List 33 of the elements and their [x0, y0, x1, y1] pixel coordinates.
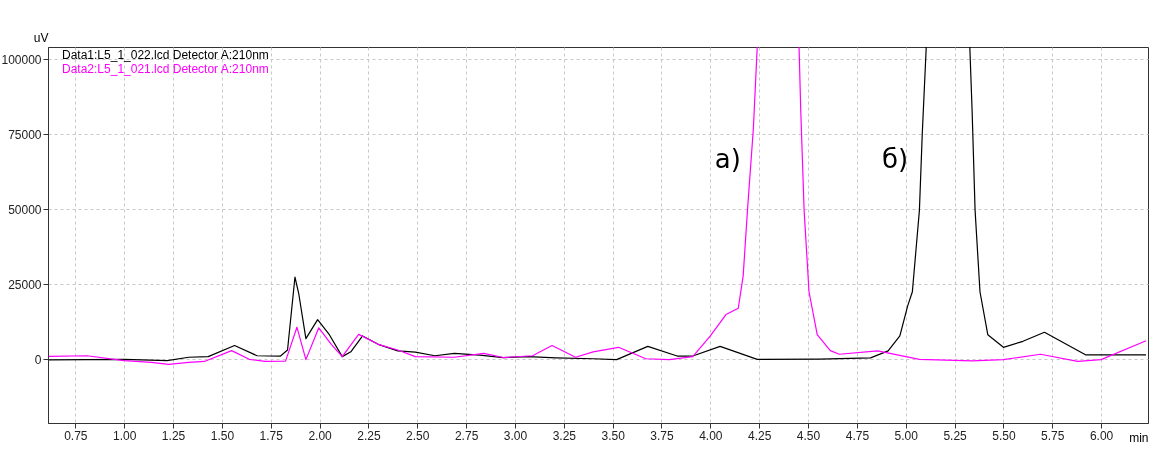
- x-tick-label: 1.00: [113, 428, 137, 443]
- y-tick-label: 25000: [8, 277, 42, 292]
- x-tick-label: 2.75: [454, 428, 479, 443]
- x-tick-label: 5.00: [894, 428, 919, 443]
- x-tick-label: 2.25: [357, 428, 381, 443]
- x-tick-label: 3.75: [650, 428, 674, 443]
- x-tick-label: 4.75: [845, 428, 870, 443]
- x-tick-label: 3.00: [503, 428, 528, 443]
- x-tick-label: 5.50: [992, 428, 1016, 443]
- x-tick-label: 0.75: [64, 428, 88, 443]
- x-tick-label: 5.75: [1041, 428, 1065, 443]
- x-tick-label: 1.25: [161, 428, 186, 443]
- y-tick-label: 75000: [8, 127, 42, 142]
- x-tick-label: 3.50: [601, 428, 626, 443]
- x-tick-label: 6.00: [1089, 428, 1114, 443]
- x-axis-title: min: [1129, 430, 1149, 445]
- x-tick-label: 4.00: [699, 428, 723, 443]
- x-tick-label: 5.25: [943, 428, 968, 443]
- text: Data2:L5_1_021.lcd Detector A:210nm: [62, 62, 269, 76]
- annotation: б): [881, 143, 909, 174]
- x-tick-label: 3.25: [552, 428, 577, 443]
- x-tick-label: 4.50: [796, 428, 821, 443]
- x-tick-label: 1.50: [210, 428, 235, 443]
- y-tick-label: 50000: [8, 202, 42, 217]
- x-tick-label: 2.50: [406, 428, 430, 443]
- y-tick-label: 100000: [1, 52, 42, 67]
- x-tick-label: 1.75: [259, 428, 284, 443]
- text: Data1:L5_1_022.lcd Detector A:210nm: [62, 48, 269, 62]
- x-tick-label: 2.00: [308, 428, 333, 443]
- y-tick-label: 0: [34, 352, 42, 367]
- annotation: а): [714, 143, 741, 174]
- y-axis-title: uV: [33, 30, 49, 45]
- x-tick-label: 4.25: [748, 428, 772, 443]
